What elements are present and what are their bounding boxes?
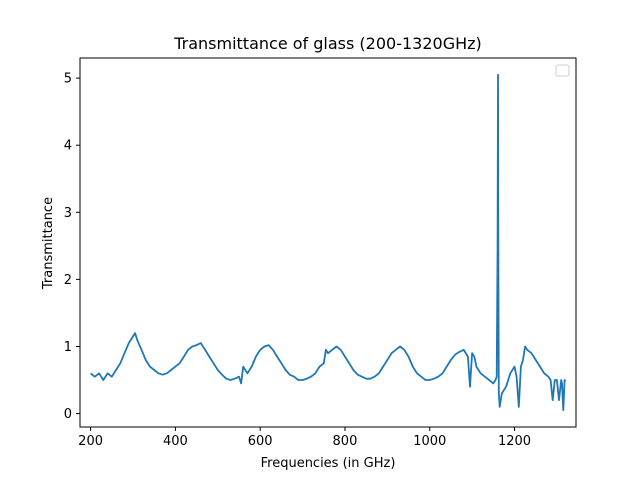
y-axis-label: Transmittance	[41, 197, 56, 290]
axes-frame	[79, 57, 577, 428]
x-tick-label: 600	[248, 434, 273, 449]
x-tick-label: 800	[333, 434, 358, 449]
y-tick-label: 2	[64, 273, 72, 288]
x-tick-label: 200	[78, 434, 103, 449]
x-tick-label: 1200	[498, 434, 531, 449]
y-tick-label: 1	[64, 340, 72, 355]
x-axis-ticks: 200 400 600 800 1000 1200	[78, 427, 531, 449]
legend-box	[555, 64, 570, 77]
plot-area	[90, 73, 567, 412]
chart-title: Transmittance of glass (200-1320GHz)	[173, 34, 482, 53]
y-tick-label: 3	[64, 206, 72, 221]
x-tick-label: 400	[163, 434, 188, 449]
y-tick-label: 0	[64, 407, 72, 422]
series-line-0	[90, 73, 567, 412]
y-tick-label: 4	[64, 139, 72, 154]
y-axis-ticks: 0 1 2 3 4 5	[64, 72, 80, 422]
x-tick-label: 1000	[413, 434, 446, 449]
y-tick-label: 5	[64, 72, 72, 87]
x-axis-label: Frequencies (in GHz)	[261, 456, 396, 471]
